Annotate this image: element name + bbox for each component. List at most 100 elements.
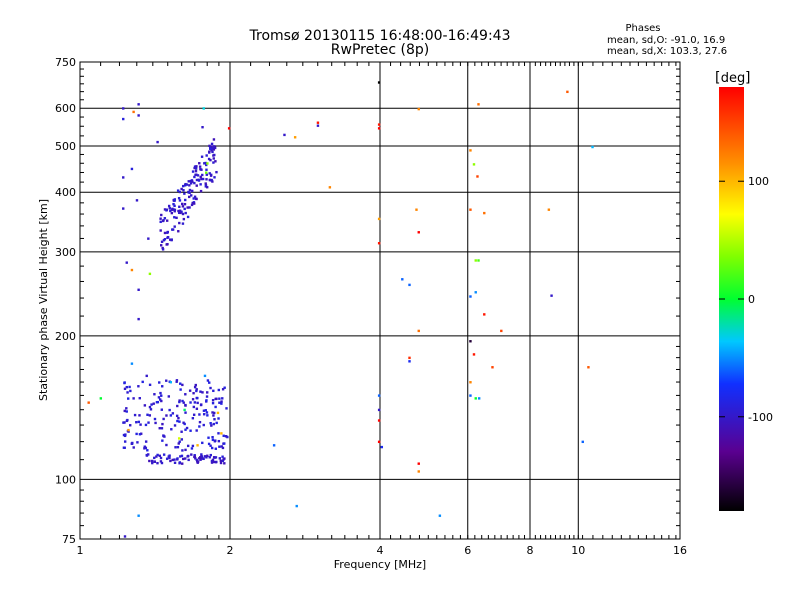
data-point (216, 411, 220, 415)
data-point (212, 456, 216, 459)
data-point (184, 404, 187, 407)
data-point (208, 456, 211, 459)
data-point (204, 409, 207, 412)
data-point (170, 211, 174, 215)
data-point (477, 397, 481, 400)
data-point (209, 444, 212, 447)
data-point (472, 163, 476, 166)
data-point (156, 461, 159, 465)
data-point (184, 411, 187, 414)
data-point (176, 419, 179, 423)
data-point (167, 395, 171, 398)
data-point (193, 454, 196, 457)
data-point (218, 457, 222, 460)
data-point (193, 385, 197, 389)
data-point (181, 383, 184, 387)
data-point (408, 283, 411, 287)
data-point (182, 457, 185, 461)
data-point (181, 399, 184, 403)
data-point (138, 396, 141, 400)
data-point (211, 435, 214, 439)
data-point (219, 461, 223, 465)
data-point (221, 459, 225, 462)
data-point (154, 421, 157, 425)
data-point (188, 184, 191, 187)
x-tick-label: 4 (377, 544, 384, 557)
data-point (212, 414, 215, 417)
data-point (195, 165, 198, 168)
data-point (195, 173, 198, 176)
data-point (213, 411, 216, 415)
data-point (210, 145, 213, 148)
data-point (178, 205, 181, 209)
data-point (191, 201, 194, 205)
data-point (163, 231, 167, 235)
data-point (180, 438, 184, 441)
data-point (469, 295, 472, 298)
data-point (182, 421, 185, 424)
data-point (377, 440, 381, 444)
data-point (150, 459, 154, 463)
data-point (180, 187, 183, 191)
data-point (316, 124, 320, 127)
data-point (196, 461, 199, 464)
data-point (469, 149, 472, 152)
data-point (469, 394, 472, 397)
data-point (123, 381, 126, 384)
data-point (87, 401, 90, 404)
colorbar-tick-label: -100 (748, 411, 773, 424)
data-point (220, 402, 223, 405)
data-point (469, 381, 472, 384)
data-point (158, 454, 162, 458)
data-point (208, 381, 211, 384)
data-point (153, 460, 156, 463)
data-point (212, 161, 215, 164)
data-point (187, 190, 190, 194)
data-point (198, 413, 201, 416)
data-point (295, 504, 298, 508)
data-point (469, 208, 472, 211)
data-point (126, 418, 129, 422)
data-point (183, 202, 187, 206)
data-point (183, 422, 186, 426)
data-point (477, 103, 480, 106)
data-point (204, 182, 207, 185)
data-point (198, 162, 201, 165)
data-point (180, 430, 183, 433)
data-point (132, 397, 135, 400)
data-point (137, 420, 141, 424)
data-point (132, 110, 135, 114)
data-point (199, 390, 202, 393)
data-point (177, 416, 180, 420)
data-point (214, 439, 217, 442)
data-point (123, 535, 127, 538)
data-point (135, 421, 138, 424)
data-point (125, 407, 128, 410)
data-point (163, 435, 166, 438)
data-point (201, 177, 205, 181)
data-point (159, 456, 163, 460)
data-point (184, 448, 187, 452)
data-point (417, 462, 420, 465)
data-point (170, 238, 173, 242)
chart-subtitle: RwPretec (8p) (331, 42, 429, 58)
data-point (210, 461, 214, 464)
x-tick-label: 2 (227, 544, 234, 557)
data-point (162, 453, 166, 456)
data-point (144, 423, 148, 427)
data-point (205, 168, 208, 171)
data-point (175, 216, 178, 220)
data-point (159, 217, 162, 220)
data-point (173, 198, 177, 201)
data-point (199, 183, 202, 186)
data-point (178, 461, 182, 464)
data-point (179, 382, 182, 385)
data-point (226, 435, 229, 439)
stats-line-x: mean, sd,X: 103.3, 27.6 (607, 46, 727, 57)
data-point (135, 432, 138, 436)
y-tick-label: 75 (62, 533, 76, 546)
data-point (202, 413, 206, 416)
data-point (500, 329, 503, 333)
data-point (137, 114, 140, 117)
data-point (192, 202, 196, 205)
